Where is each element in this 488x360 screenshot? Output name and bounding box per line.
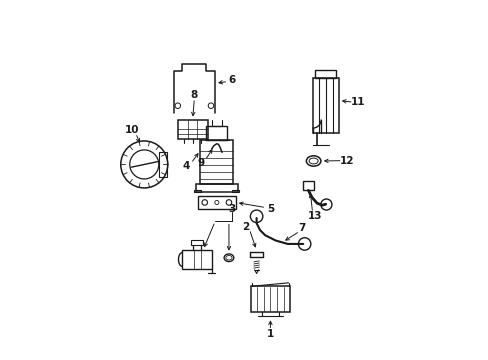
Text: 13: 13 [307, 211, 322, 221]
Text: 7: 7 [297, 224, 305, 233]
Bar [232, 190, 239, 192]
Text: 4: 4 [183, 161, 190, 171]
Bar [196, 184, 237, 192]
Bar [190, 240, 203, 245]
Bar [178, 120, 207, 139]
Bar [312, 78, 338, 133]
Bar [182, 250, 211, 269]
Bar [206, 126, 227, 140]
Bar [303, 181, 313, 190]
Text: 3: 3 [227, 204, 235, 214]
Text: 2: 2 [242, 222, 249, 231]
Text: 12: 12 [339, 156, 353, 166]
Bar [200, 140, 233, 184]
Bar [159, 152, 167, 176]
Bar [250, 286, 290, 312]
Text: 1: 1 [266, 329, 273, 339]
Text: 10: 10 [124, 125, 139, 135]
Text: 8: 8 [190, 90, 198, 100]
Bar [194, 190, 201, 192]
Text: 11: 11 [350, 97, 365, 107]
Bar [198, 196, 235, 209]
Text: 6: 6 [228, 75, 236, 85]
Text: 5: 5 [266, 204, 273, 214]
Text: 9: 9 [197, 158, 204, 168]
Bar [315, 71, 335, 78]
